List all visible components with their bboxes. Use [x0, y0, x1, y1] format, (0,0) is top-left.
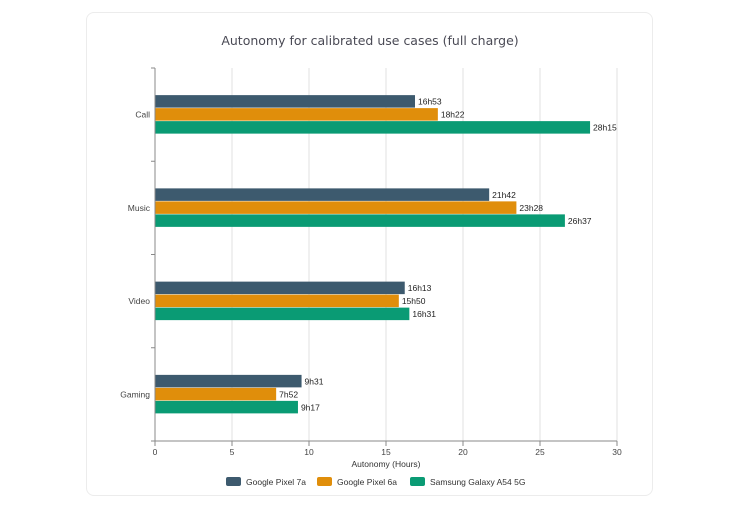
data-label: 7h52: [279, 389, 298, 399]
bar: [155, 400, 298, 414]
category-label: Music: [128, 203, 151, 213]
category-label: Gaming: [120, 389, 150, 399]
legend-label: Samsung Galaxy A54 5G: [430, 477, 525, 487]
legend-swatch: [410, 477, 425, 486]
x-tick-label: 15: [381, 447, 391, 457]
data-label: 9h17: [301, 402, 320, 412]
data-label: 21h42: [492, 190, 516, 200]
bar: [155, 374, 302, 388]
data-label: 26h37: [568, 216, 592, 226]
data-label: 28h15: [593, 123, 617, 133]
bar: [155, 95, 415, 108]
legend-swatch: [226, 477, 241, 486]
x-tick-label: 25: [535, 447, 545, 457]
bar: [155, 188, 490, 201]
data-label: 16h53: [418, 97, 442, 107]
data-label: 9h31: [305, 376, 324, 386]
data-label: 23h28: [519, 203, 543, 213]
data-label: 16h13: [408, 283, 432, 293]
axes: 0 5 10 15 20 25 30 Call Music Video Gaming: [120, 67, 622, 457]
chart-card: [86, 12, 653, 496]
data-label: 18h22: [441, 110, 465, 120]
chart-title: Autonomy for calibrated use cases (full …: [221, 33, 518, 48]
category-label: Call: [135, 110, 150, 120]
data-label: 15h50: [402, 296, 426, 306]
bar: [155, 201, 517, 214]
data-label: 16h31: [412, 309, 436, 319]
category-label: Video: [128, 296, 150, 306]
x-tick-label: 30: [612, 447, 622, 457]
bar: [155, 294, 399, 308]
bar: [155, 121, 591, 134]
legend-label: Google Pixel 6a: [337, 477, 397, 487]
x-axis-title: Autonomy (Hours): [352, 459, 421, 469]
bar: [155, 108, 438, 121]
x-tick-label: 20: [458, 447, 468, 457]
x-tick-label: 5: [230, 447, 235, 457]
legend-swatch: [317, 477, 332, 486]
bar: [155, 387, 277, 401]
x-tick-label: 10: [304, 447, 314, 457]
bar: [155, 214, 565, 227]
legend: Google Pixel 7a Google Pixel 6a Samsung Ga…: [226, 477, 525, 487]
bar: [155, 307, 410, 321]
x-tick-label: 0: [153, 447, 158, 457]
bar: [155, 281, 405, 295]
legend-label: Google Pixel 7a: [246, 477, 306, 487]
